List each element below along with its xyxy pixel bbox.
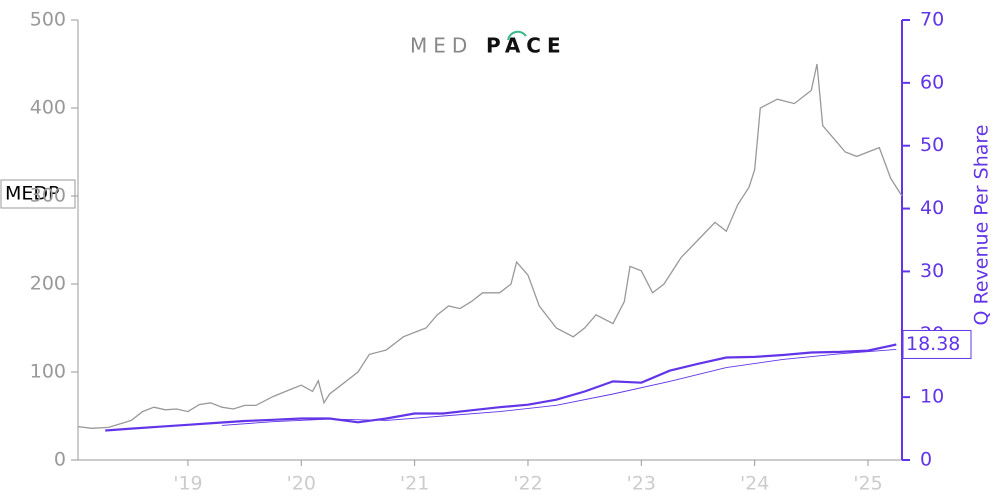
- x-tick-label: '19: [173, 473, 202, 495]
- y-tick-label: 100: [30, 361, 66, 383]
- logo-bold: PACE: [486, 34, 567, 58]
- y-tick-label: 300: [30, 185, 66, 207]
- x-tick-label: '23: [627, 473, 656, 495]
- x-tick-label: '22: [513, 473, 542, 495]
- logo-light: MED: [410, 34, 473, 58]
- y2-tick-label: 50: [920, 134, 944, 156]
- series-line: [77, 63, 903, 429]
- y2-tick-label: 10: [920, 386, 944, 408]
- y2-tick-label: 40: [920, 197, 944, 219]
- x-tick-label: '21: [400, 473, 429, 495]
- last-value-label: 18.38: [906, 333, 960, 355]
- ticker: MEDP: [5, 183, 60, 205]
- y-tick-label: 200: [30, 273, 66, 295]
- series-line: [221, 348, 897, 426]
- y-tick-label: 400: [30, 97, 66, 119]
- y2-tick-label: 60: [920, 71, 944, 93]
- logo: MED PACE: [410, 30, 567, 58]
- x-tick-label: '25: [853, 473, 882, 495]
- y2-tick-label: 70: [920, 9, 944, 31]
- logo-arc: [507, 30, 527, 41]
- y2-tick-label: 30: [920, 260, 944, 282]
- ticker-box: [0, 179, 76, 209]
- y-tick-label: 500: [30, 9, 66, 31]
- y2-axis-title: Q Revenue Per Share: [971, 125, 993, 326]
- series-line: [105, 343, 897, 432]
- y2-tick-label: 0: [920, 449, 932, 471]
- y-tick-label: 0: [54, 449, 66, 471]
- x-tick-label: '20: [287, 473, 316, 495]
- x-tick-label: '24: [740, 473, 769, 495]
- last-value-box: [902, 329, 972, 359]
